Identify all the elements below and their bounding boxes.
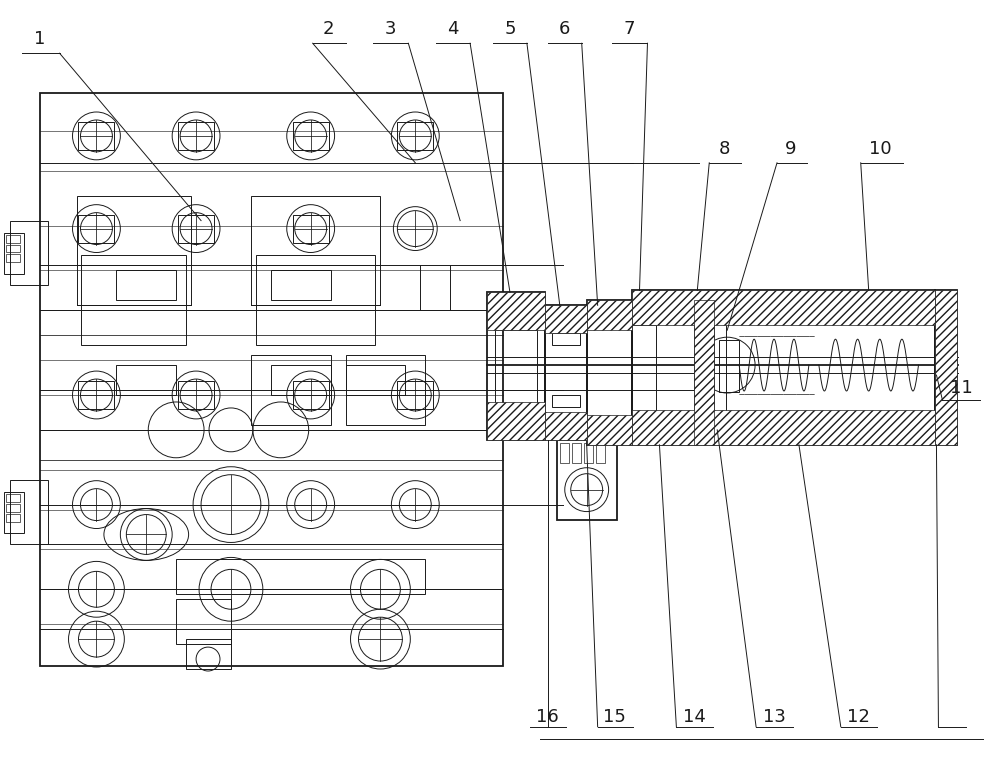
- Bar: [293, 122, 329, 150]
- Bar: [632, 290, 935, 445]
- Bar: [495, 330, 537, 440]
- Bar: [397, 381, 433, 409]
- Text: 1: 1: [34, 31, 45, 49]
- Bar: [587, 300, 632, 445]
- Bar: [81, 256, 186, 345]
- Bar: [271, 365, 331, 395]
- Bar: [251, 355, 331, 425]
- Text: 6: 6: [559, 20, 570, 38]
- Bar: [935, 290, 957, 445]
- Bar: [557, 440, 617, 520]
- Bar: [545, 305, 587, 440]
- Bar: [694, 300, 714, 445]
- Bar: [178, 122, 214, 150]
- Bar: [346, 355, 425, 425]
- Text: 4: 4: [447, 20, 459, 38]
- Bar: [4, 492, 24, 533]
- Bar: [552, 333, 580, 345]
- Bar: [572, 443, 581, 463]
- Bar: [176, 560, 425, 594]
- Bar: [116, 270, 176, 300]
- Bar: [632, 410, 935, 445]
- Bar: [552, 395, 580, 407]
- Bar: [4, 233, 24, 274]
- Text: 14: 14: [683, 708, 706, 726]
- Bar: [6, 255, 20, 263]
- Text: 15: 15: [603, 708, 626, 726]
- Bar: [632, 325, 656, 425]
- Bar: [487, 402, 545, 440]
- Bar: [545, 305, 587, 333]
- Bar: [6, 245, 20, 252]
- Bar: [584, 443, 593, 463]
- Bar: [6, 514, 20, 521]
- Bar: [587, 415, 632, 445]
- Bar: [587, 300, 632, 330]
- Bar: [178, 381, 214, 409]
- Bar: [487, 292, 545, 330]
- Bar: [560, 443, 569, 463]
- Bar: [719, 340, 739, 392]
- Bar: [714, 318, 726, 428]
- Bar: [6, 494, 20, 502]
- Bar: [40, 93, 503, 666]
- Bar: [293, 215, 329, 242]
- Bar: [271, 270, 331, 300]
- Text: 11: 11: [950, 379, 973, 397]
- Text: 5: 5: [504, 20, 516, 38]
- Bar: [251, 196, 380, 305]
- Bar: [78, 122, 114, 150]
- Bar: [397, 122, 433, 150]
- Bar: [346, 365, 405, 395]
- Text: 13: 13: [763, 708, 785, 726]
- Bar: [632, 290, 935, 325]
- Bar: [10, 220, 48, 285]
- Bar: [78, 215, 114, 242]
- Text: 8: 8: [719, 140, 730, 158]
- Text: 16: 16: [536, 708, 559, 726]
- Bar: [545, 412, 587, 440]
- Bar: [694, 300, 714, 445]
- Bar: [78, 381, 114, 409]
- Bar: [293, 381, 329, 409]
- Text: 10: 10: [869, 140, 892, 158]
- Bar: [6, 234, 20, 242]
- Bar: [176, 599, 231, 644]
- Text: 12: 12: [847, 708, 870, 726]
- Text: 2: 2: [323, 20, 334, 38]
- Bar: [935, 290, 957, 445]
- Text: 7: 7: [624, 20, 635, 38]
- Text: 9: 9: [785, 140, 797, 158]
- Bar: [186, 639, 231, 669]
- Bar: [596, 443, 605, 463]
- Bar: [116, 365, 176, 395]
- Bar: [77, 196, 191, 305]
- Bar: [6, 503, 20, 512]
- Bar: [10, 480, 48, 544]
- Bar: [256, 256, 375, 345]
- Text: 3: 3: [385, 20, 396, 38]
- Bar: [178, 215, 214, 242]
- Bar: [487, 292, 545, 440]
